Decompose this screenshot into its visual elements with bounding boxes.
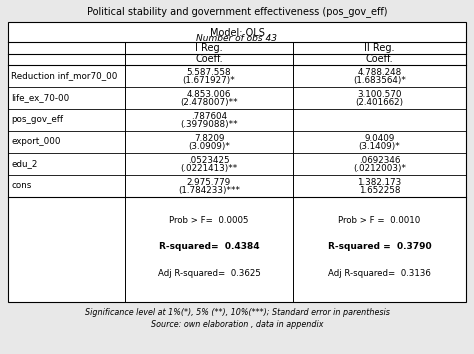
Text: R-squared =  0.3790: R-squared = 0.3790	[328, 242, 431, 251]
Text: (.0221413)**: (.0221413)**	[181, 164, 237, 173]
Text: (1.683564)*: (1.683564)*	[353, 76, 406, 85]
Text: 2.975.779: 2.975.779	[187, 178, 231, 187]
Text: Model: OLS: Model: OLS	[210, 28, 264, 38]
Text: 1.652258: 1.652258	[359, 186, 400, 195]
Text: (3.1409)*: (3.1409)*	[359, 142, 401, 152]
Text: II Reg.: II Reg.	[364, 43, 395, 53]
Text: 3.100.570: 3.100.570	[357, 90, 402, 99]
Text: life_ex_70-00: life_ex_70-00	[11, 93, 69, 103]
Text: Political stability and government effectiveness (pos_gov_eff): Political stability and government effec…	[87, 6, 387, 17]
Text: pos_gov_eff: pos_gov_eff	[11, 115, 63, 125]
Bar	[8, 22, 466, 302]
Text: Significance level at 1%(*), 5% (**), 10%(***); Standard error in parenthesis: Significance level at 1%(*), 5% (**), 10…	[84, 308, 390, 317]
Text: Prob > F=  0.0005: Prob > F= 0.0005	[169, 216, 249, 225]
Text: (3.0909)*: (3.0909)*	[188, 142, 230, 152]
Text: (2.401662): (2.401662)	[356, 98, 403, 107]
Text: Coeff.: Coeff.	[365, 55, 393, 64]
Text: (.3979088)**: (.3979088)**	[180, 120, 238, 129]
Text: I Reg.: I Reg.	[195, 43, 223, 53]
Text: Adj R-squared=  0.3625: Adj R-squared= 0.3625	[157, 269, 260, 278]
Text: 5.587.558: 5.587.558	[187, 68, 231, 77]
Text: R-squared=  0.4384: R-squared= 0.4384	[159, 242, 259, 251]
Text: cons: cons	[11, 182, 31, 190]
Text: .0523425: .0523425	[188, 156, 230, 165]
Text: 9.0409: 9.0409	[365, 134, 395, 143]
Text: (.0212003)*: (.0212003)*	[353, 164, 406, 173]
Text: export_000: export_000	[11, 137, 61, 147]
Text: edu_2: edu_2	[11, 160, 37, 169]
Text: Source: own elaboration , data in appendix: Source: own elaboration , data in append…	[151, 320, 323, 329]
Text: (1.671927)*: (1.671927)*	[182, 76, 236, 85]
Text: Number of obs 43: Number of obs 43	[197, 34, 277, 43]
Text: Reduction inf_mor70_00: Reduction inf_mor70_00	[11, 72, 118, 80]
Text: .787604: .787604	[191, 112, 227, 121]
Text: 4.788.248: 4.788.248	[357, 68, 401, 77]
Text: 1.382.173: 1.382.173	[357, 178, 401, 187]
Text: 7.8209: 7.8209	[194, 134, 224, 143]
Text: Adj R-squared=  0.3136: Adj R-squared= 0.3136	[328, 269, 431, 278]
Text: Prob > F =  0.0010: Prob > F = 0.0010	[338, 216, 420, 225]
Text: Coeff.: Coeff.	[195, 55, 223, 64]
Text: (2.478007)**: (2.478007)**	[180, 98, 238, 107]
Text: (1.784233)***: (1.784233)***	[178, 186, 240, 195]
Text: 4.853.006: 4.853.006	[187, 90, 231, 99]
Text: .0692346: .0692346	[359, 156, 400, 165]
